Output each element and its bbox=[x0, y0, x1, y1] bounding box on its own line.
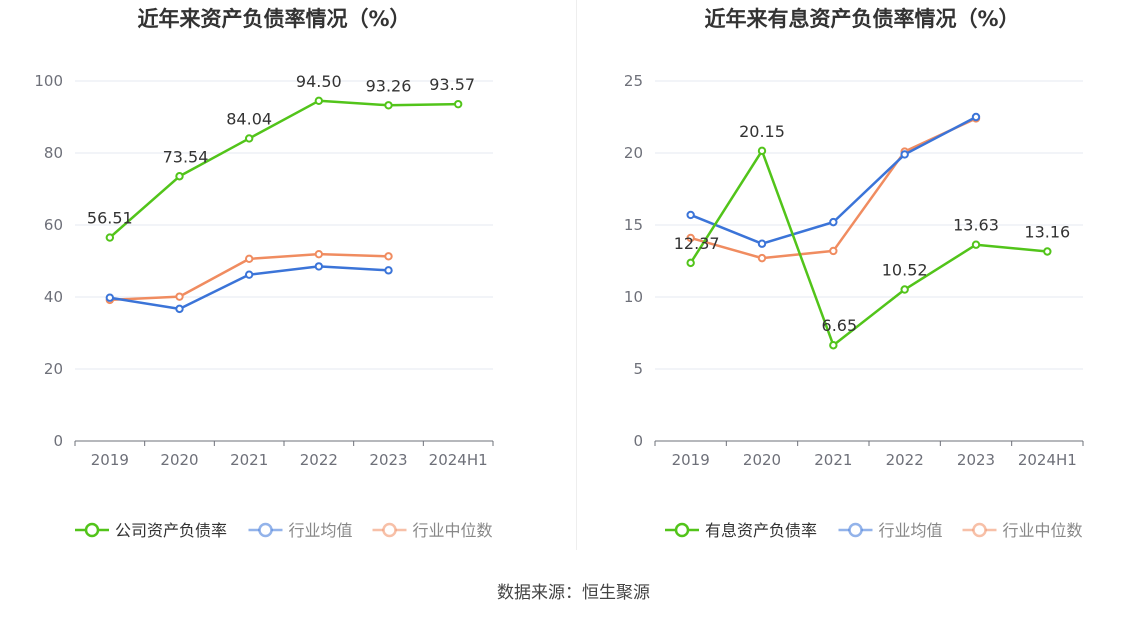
data-point[interactable] bbox=[829, 246, 838, 256]
series-1 bbox=[686, 112, 981, 248]
x-tick-label: 2023 bbox=[369, 451, 407, 469]
series-line bbox=[109, 99, 459, 239]
data-point[interactable] bbox=[686, 210, 695, 220]
legend-marker bbox=[972, 522, 987, 538]
data-point[interactable] bbox=[384, 266, 393, 275]
data-point[interactable] bbox=[314, 262, 324, 271]
data-point[interactable] bbox=[175, 292, 184, 301]
data-point[interactable] bbox=[900, 150, 909, 159]
legend-label: 行业均值 bbox=[879, 521, 943, 540]
legend-label: 行业中位数 bbox=[1003, 521, 1083, 540]
series-0: 12.37 20.15 6.65 10.52 13.63 13.16 bbox=[674, 122, 1070, 350]
chart-title: 近年来资产负债率情况（%） bbox=[137, 7, 410, 31]
legend-item-2[interactable]: 行业中位数 bbox=[962, 521, 1083, 540]
data-point[interactable] bbox=[105, 233, 115, 242]
data-point[interactable] bbox=[686, 233, 695, 243]
y-tick-label: 5 bbox=[633, 360, 643, 378]
data-point[interactable] bbox=[757, 253, 767, 263]
legend-label: 公司资产负债率 bbox=[115, 521, 227, 540]
x-tick-label: 2022 bbox=[886, 451, 924, 469]
x-tick-label: 2024H1 bbox=[1018, 451, 1077, 469]
data-label: 93.26 bbox=[366, 76, 412, 95]
legend-label: 有息资产负债率 bbox=[705, 521, 817, 540]
x-tick-label: 2022 bbox=[300, 451, 338, 469]
legend-marker bbox=[674, 522, 690, 538]
legend-item-1[interactable]: 行业均值 bbox=[838, 521, 943, 540]
data-point[interactable] bbox=[244, 254, 254, 264]
data-point[interactable] bbox=[314, 249, 324, 259]
y-tick-label: 60 bbox=[44, 216, 63, 234]
data-point[interactable] bbox=[105, 293, 115, 302]
data-label: 13.63 bbox=[953, 216, 999, 235]
data-point[interactable] bbox=[1043, 247, 1052, 256]
data-point[interactable] bbox=[175, 172, 184, 181]
y-tick-label: 100 bbox=[34, 72, 63, 90]
data-label: 94.50 bbox=[296, 72, 342, 91]
data-point[interactable] bbox=[453, 99, 463, 109]
x-tick-label: 2021 bbox=[814, 451, 852, 469]
y-tick-label: 40 bbox=[44, 288, 63, 306]
chart-title: 近年来有息资产负债率情况（%） bbox=[704, 7, 1019, 31]
y-tick-label: 10 bbox=[624, 288, 643, 306]
data-label: 84.04 bbox=[226, 109, 272, 128]
data-point[interactable] bbox=[971, 240, 981, 249]
data-point[interactable] bbox=[384, 252, 393, 261]
data-label: 6.65 bbox=[822, 316, 858, 335]
legend-marker bbox=[84, 522, 100, 538]
legend-item-0[interactable]: 公司资产负债率 bbox=[75, 521, 227, 540]
data-label: 20.15 bbox=[739, 122, 785, 141]
chart-interest-debt-ratio: 近年来有息资产负债率情况（%） 0 5 10 15 20 25 2019 2020 2021 202… bbox=[624, 7, 1084, 540]
legend-item-2[interactable]: 行业中位数 bbox=[372, 521, 493, 540]
y-tick-label: 0 bbox=[53, 432, 63, 450]
x-tick-label: 2019 bbox=[91, 451, 129, 469]
data-point[interactable] bbox=[971, 112, 981, 122]
data-point[interactable] bbox=[244, 134, 254, 143]
series-0: 56.51 73.54 84.04 94.50 93.26 93.57 bbox=[87, 72, 475, 242]
legend-label: 行业中位数 bbox=[413, 521, 493, 540]
x-tick-label: 2023 bbox=[957, 451, 995, 469]
data-label: 13.16 bbox=[1024, 222, 1070, 241]
data-label: 93.57 bbox=[429, 75, 475, 94]
data-point[interactable] bbox=[686, 258, 695, 268]
data-point[interactable] bbox=[384, 101, 393, 110]
data-point[interactable] bbox=[314, 96, 324, 106]
data-point[interactable] bbox=[829, 217, 838, 227]
chart-debt-ratio: 近年来资产负债率情况（%） 0 20 40 60 80 100 2019 2020 2021 202… bbox=[34, 7, 494, 540]
y-tick-label: 25 bbox=[624, 72, 643, 90]
panel-divider bbox=[576, 0, 577, 550]
legend-marker bbox=[848, 522, 863, 538]
x-tick-label: 2020 bbox=[743, 451, 781, 469]
data-label: 12.37 bbox=[674, 234, 720, 253]
data-point[interactable] bbox=[900, 285, 909, 294]
y-tick-label: 80 bbox=[44, 144, 63, 162]
legend-marker bbox=[258, 522, 273, 538]
legend-marker bbox=[382, 522, 397, 538]
x-tick-label: 2024H1 bbox=[429, 451, 488, 469]
series-2 bbox=[105, 249, 393, 305]
data-point[interactable] bbox=[757, 146, 767, 156]
y-tick-label: 20 bbox=[624, 144, 643, 162]
x-tick-label: 2020 bbox=[160, 451, 198, 469]
legend-item-1[interactable]: 行业均值 bbox=[248, 521, 353, 540]
x-tick-label: 2021 bbox=[230, 451, 268, 469]
data-label: 73.54 bbox=[163, 147, 209, 166]
data-point[interactable] bbox=[175, 304, 184, 314]
legend-item-0[interactable]: 有息资产负债率 bbox=[665, 521, 817, 540]
data-source-note: 数据来源：恒生聚源 bbox=[497, 583, 650, 603]
y-tick-label: 15 bbox=[624, 216, 643, 234]
data-point[interactable] bbox=[829, 341, 838, 350]
y-tick-label: 20 bbox=[44, 360, 63, 378]
data-label: 10.52 bbox=[882, 261, 928, 280]
x-tick-label: 2019 bbox=[672, 451, 710, 469]
data-label: 56.51 bbox=[87, 209, 133, 228]
series-1 bbox=[105, 262, 393, 314]
data-point[interactable] bbox=[244, 270, 254, 279]
y-tick-label: 0 bbox=[633, 432, 643, 450]
data-point[interactable] bbox=[757, 239, 767, 248]
legend-label: 行业均值 bbox=[289, 521, 353, 540]
series-line bbox=[689, 149, 1048, 347]
